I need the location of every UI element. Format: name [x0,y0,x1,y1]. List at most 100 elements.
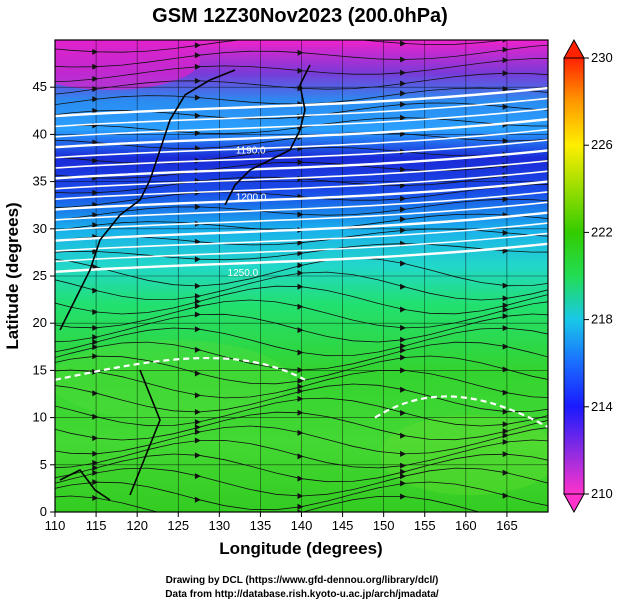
streamline-arrow [92,435,99,442]
streamline-arrow [502,343,509,350]
streamline-arrow [92,469,99,476]
streamline-arrow [92,189,99,196]
streamline-arrow [297,303,304,310]
streamline-arrow [194,424,201,431]
streamline-arrow [194,256,201,263]
streamline-arrow [502,282,509,289]
streamline-arrow [194,145,201,152]
streamline-arrow [400,90,407,97]
x-tick-label: 125 [167,518,189,533]
streamline-arrow [194,437,201,444]
speed-contour [55,201,548,232]
streamline-arrow [92,479,99,486]
streamline-arrow [92,86,99,93]
streamline-arrow [92,334,99,341]
x-tick-label: 155 [414,518,436,533]
streamline-arrow [92,459,99,466]
streamline-arrow [92,96,99,103]
streamline-arrow [400,493,407,500]
colorbar-arrow-top [563,38,585,59]
streamline-arrow [92,353,99,360]
x-tick-label: 130 [208,518,230,533]
streamline-arrow [400,40,407,47]
streamline-arrow [502,366,509,373]
tropical-patch [55,340,290,420]
streamline-arrow [297,159,304,166]
streamline-arrow [400,260,407,267]
y-tick-label: 35 [33,174,47,189]
streamline-arrow [400,386,407,393]
speed-contours: 1190.0 1200.0 1250.0 [55,86,548,429]
streamline-arrow [194,203,201,210]
coastlines [59,64,311,501]
y-tick-label: 30 [33,221,47,236]
x-axis-title: Longitude (degrees) [219,539,382,558]
streamline-arrow [502,469,509,476]
streamline [55,495,481,512]
streamline-arrow [400,473,407,480]
streamline-arrow [502,492,509,499]
streamline-arrow [400,367,407,374]
y-tick-label: 45 [33,79,47,94]
streamline-arrow [400,306,407,313]
y-tick-label: 15 [33,362,47,377]
streamline-arrow [92,248,99,255]
x-tick-label: 140 [291,518,313,533]
speed-contour-dashed [55,356,306,381]
colorbar-tick-label: 218 [591,312,613,327]
streamline-arrow [502,306,509,313]
streamline-arrow [502,302,509,309]
streamline-arrow [502,40,509,43]
streamline-arrow [194,282,201,289]
coast-china [59,69,236,331]
streamline-arrow [298,33,304,39]
streamline-arrow [194,326,201,333]
colorbar: 210 214 218 222 226 230 [563,38,613,514]
streamline-arrow [92,339,99,346]
streamline-arrow [92,344,99,351]
streamline-arrow [194,63,201,70]
streamline-arrow [194,112,201,119]
streamline-arrow [400,69,407,76]
streamline-arrow [297,383,304,390]
streamline-arrow [400,354,407,361]
streamline-arrow [92,157,99,164]
x-tick-label: 145 [332,518,354,533]
streamline-arrow [92,75,99,82]
colorbar-tick-label: 210 [591,486,613,501]
streamline-arrow [400,336,407,343]
streamline-arrow [400,450,407,457]
y-tick-label: 0 [40,504,47,519]
x-tick-label: 110 [45,518,66,533]
streamline-arrow [400,216,407,223]
colorbar-arrow-bottom [563,493,585,514]
streamline-arrow [400,324,407,331]
streamline-arrow [92,48,99,55]
speed-contour [55,86,548,118]
streamline-arrow [297,429,304,436]
streamline-arrow [194,298,201,305]
coast-philippines [129,369,161,496]
speed-contour [55,97,548,128]
x-tick-label: 150 [373,518,395,533]
streamline-arrow [297,366,304,373]
speed-contour [55,128,548,159]
streamline-arrow [297,475,304,482]
streamline-arrow [502,313,509,320]
streamline-arrow [400,343,407,350]
streamline-arrow [400,101,407,108]
speed-contour [55,170,548,200]
streamline-arrow [297,49,304,56]
streamline-arrow [194,52,201,59]
streamline-arrow [502,229,509,236]
y-tick-label: 10 [33,410,47,425]
streamline-arrow [297,409,304,416]
streamline-arrow [297,503,304,510]
contour-label: 1200.0 [236,192,267,203]
streamline-arrow [400,206,407,213]
streamline-arrow [400,462,407,469]
streamline-arrow [92,494,99,501]
streamline-arrow [502,57,509,64]
streamline-arrow [297,388,304,395]
streamline-arrow [194,94,201,101]
